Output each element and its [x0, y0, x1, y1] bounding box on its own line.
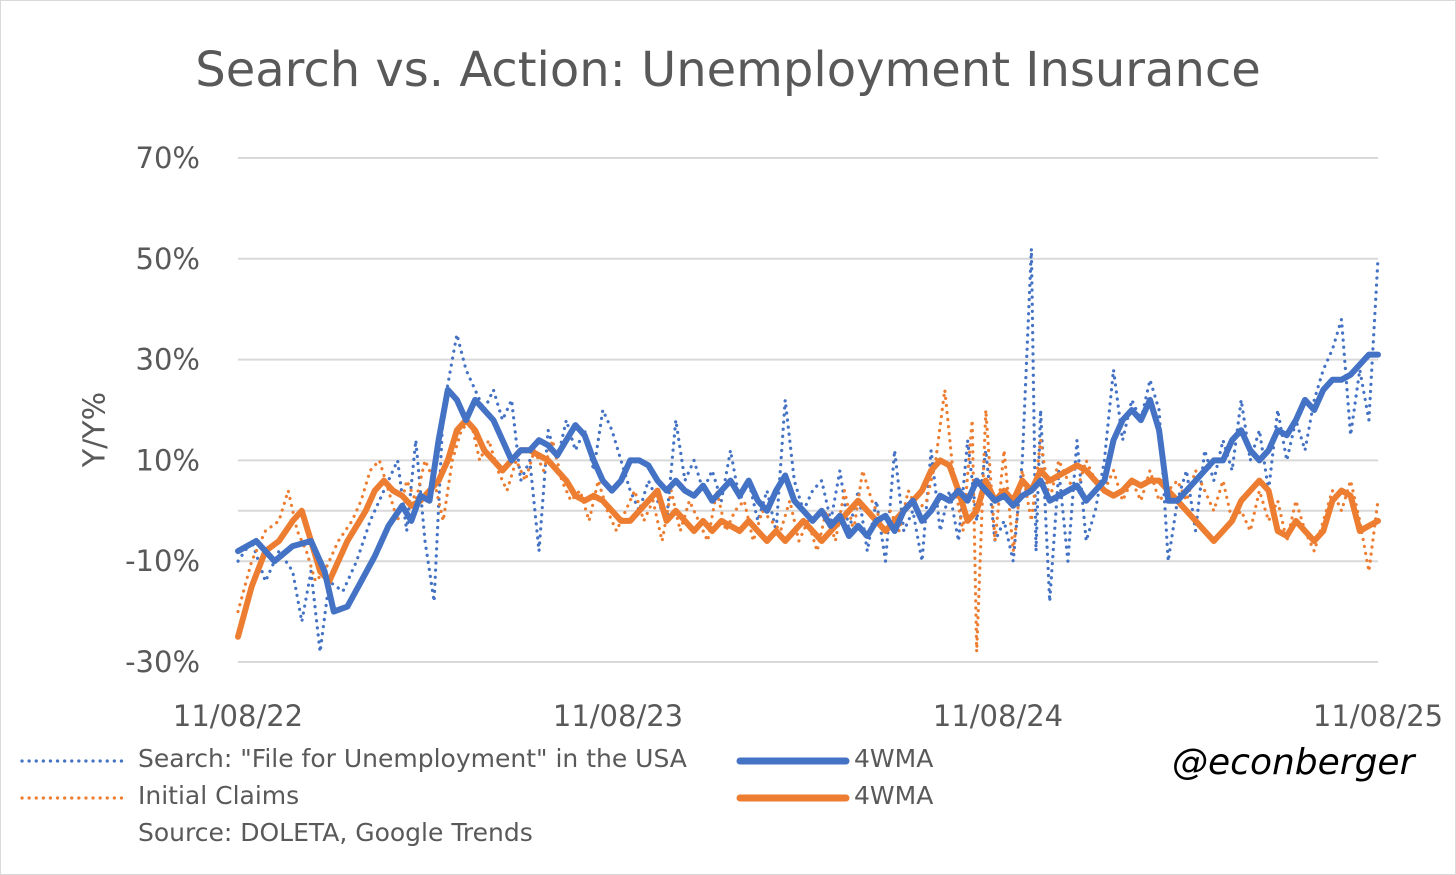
y-tick-label: -30% — [125, 645, 200, 679]
source-note: Source: DOLETA, Google Trends — [138, 818, 533, 847]
x-tick-labels: 11/08/22 11/08/23 11/08/24 11/08/25 — [173, 699, 1443, 733]
x-tick-label: 11/08/23 — [553, 699, 683, 733]
series-search-line — [236, 247, 1380, 654]
y-tick-label: 70% — [136, 141, 200, 175]
legend-search-ma-label: 4WMA — [854, 744, 934, 773]
y-tick-label: -10% — [125, 544, 200, 578]
legend-claims-ma-label: 4WMA — [854, 781, 934, 810]
x-tick-label: 11/08/25 — [1313, 699, 1443, 733]
series-search-4wma-line — [235, 351, 1381, 615]
series-lines — [235, 247, 1381, 654]
y-tick-label: 50% — [136, 242, 200, 276]
gridlines — [238, 157, 1378, 663]
x-tick-label: 11/08/22 — [173, 699, 303, 733]
y-tick-labels: 70% 50% 30% 10% -10% -30% — [125, 141, 200, 679]
author-handle: @econberger — [1172, 742, 1415, 783]
y-tick-label: 30% — [136, 343, 200, 377]
legend-swatches — [20, 757, 850, 802]
chart-title: Search vs. Action: Unemployment Insuranc… — [195, 42, 1261, 98]
y-tick-label: 10% — [136, 443, 200, 477]
legend-search-label: Search: "File for Unemployment" in the U… — [138, 744, 687, 773]
series-claims-4wma-line — [235, 417, 1381, 640]
legend-claims-label: Initial Claims — [138, 781, 300, 810]
x-tick-label: 11/08/24 — [933, 699, 1063, 733]
